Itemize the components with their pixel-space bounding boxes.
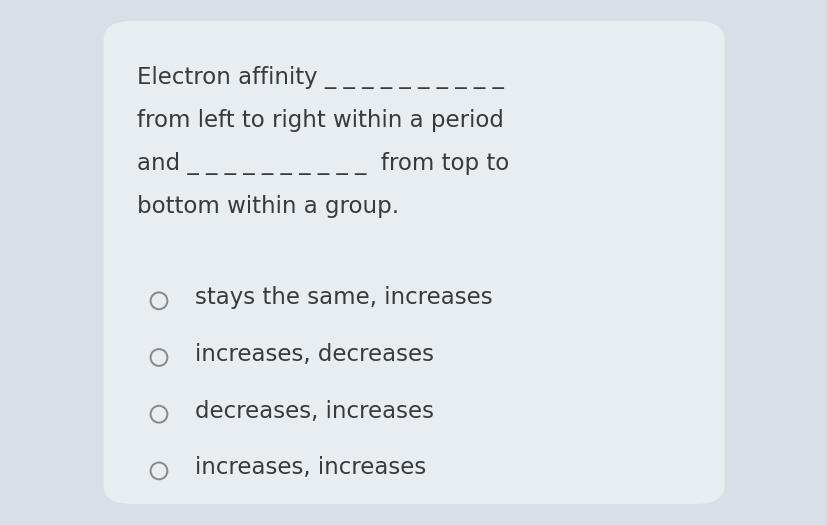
Text: bottom within a group.: bottom within a group. — [136, 195, 399, 218]
Text: increases, increases: increases, increases — [194, 456, 425, 479]
Text: from left to right within a period: from left to right within a period — [136, 109, 503, 132]
Text: increases, decreases: increases, decreases — [194, 343, 433, 366]
Text: and _ _ _ _ _ _ _ _ _ _  from top to: and _ _ _ _ _ _ _ _ _ _ from top to — [136, 152, 509, 175]
Text: decreases, increases: decreases, increases — [194, 400, 433, 423]
FancyBboxPatch shape — [103, 21, 724, 504]
Text: stays the same, increases: stays the same, increases — [194, 286, 491, 309]
Text: Electron affinity _ _ _ _ _ _ _ _ _ _: Electron affinity _ _ _ _ _ _ _ _ _ _ — [136, 66, 503, 89]
